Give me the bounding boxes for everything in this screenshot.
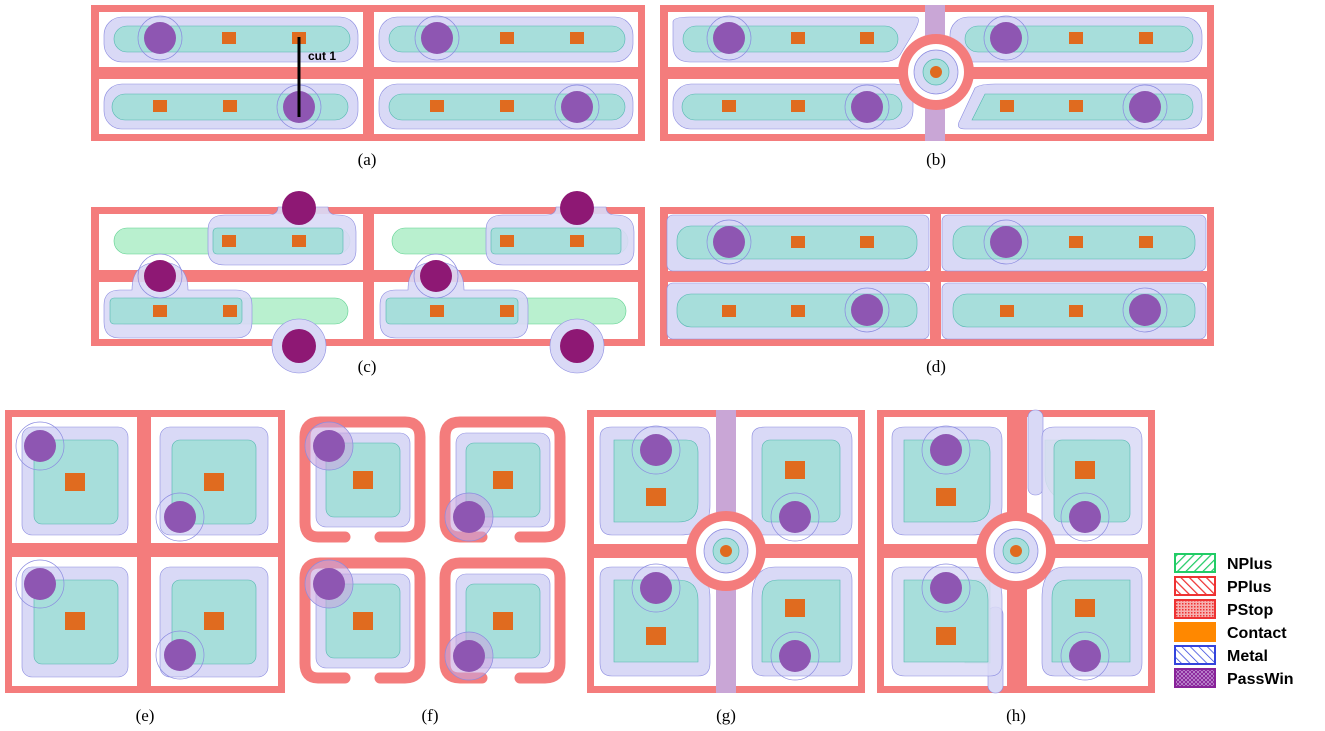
panel-a: cut 1 [91,5,645,141]
legend-swatch [1174,668,1216,688]
caption-e: (e) [136,706,155,725]
caption-h: (h) [1006,706,1026,725]
legend-swatch [1174,576,1216,596]
legend-label: Metal [1227,648,1268,665]
cut-label: cut 1 [308,49,336,63]
passwin-circle [144,22,176,54]
legend-label: NPlus [1227,556,1272,573]
panel-g [587,410,865,693]
legend-swatch [1174,599,1216,619]
panel-f [299,416,566,684]
panel-e [5,410,285,693]
legend-label: PStop [1227,602,1273,619]
panel-c [91,191,645,374]
panel-d [660,207,1214,346]
legend-label: PassWin [1227,671,1294,688]
caption-a: (a) [358,150,377,169]
legend-item-pstop: PStop [1174,599,1273,619]
legend-item-passwin: PassWin [1174,668,1294,688]
caption-c: (c) [358,357,377,376]
legend-label: Contact [1227,625,1287,642]
legend-swatch [1174,553,1216,573]
legend-swatch [1174,645,1216,665]
caption-g: (g) [716,706,736,725]
legend-item-metal: Metal [1174,645,1268,665]
legend-item-nplus: NPlus [1174,553,1272,573]
legend-item-pplus: PPlus [1174,576,1272,596]
legend-label: PPlus [1227,579,1272,596]
panel-h [877,409,1155,694]
caption-d: (d) [926,357,946,376]
caption-f: (f) [422,706,439,725]
caption-b: (b) [926,150,946,169]
legend-swatch [1174,622,1216,642]
legend: NPlus PPlus PStop Contact Metal PassWin [1174,553,1294,688]
legend-item-contact: Contact [1174,622,1287,642]
panel-b [660,5,1214,141]
contact-square [222,32,236,44]
